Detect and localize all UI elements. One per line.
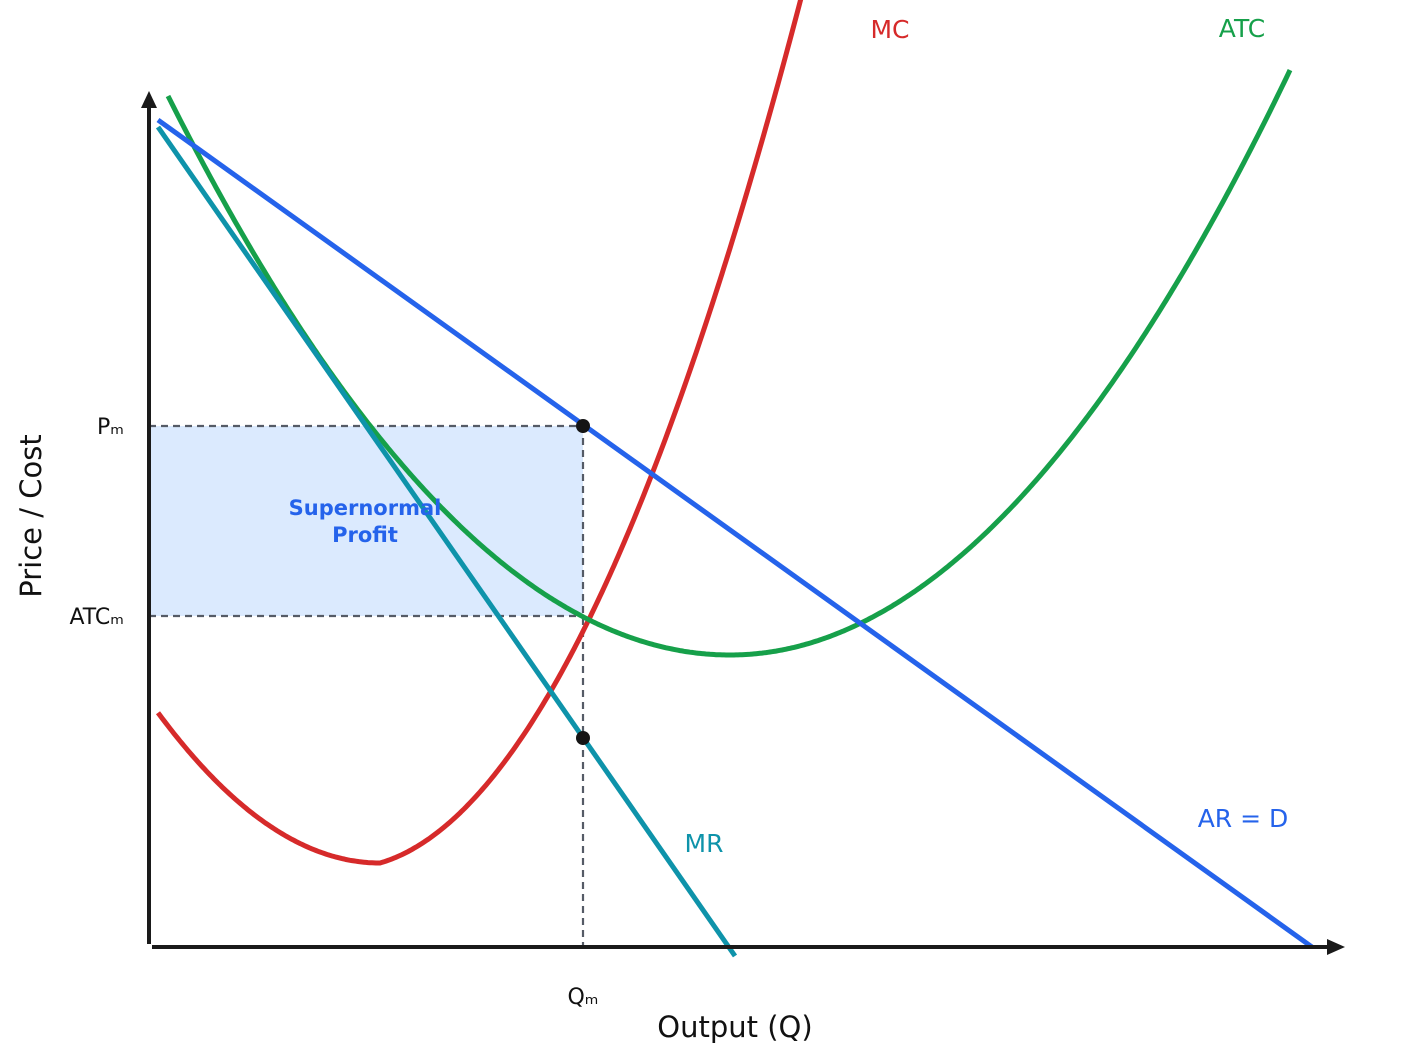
x-axis-arrow xyxy=(1327,939,1345,955)
price-point-marker xyxy=(576,419,590,433)
x-axis-title: Output (Q) xyxy=(657,1010,812,1044)
atc-tick-label: ATCₘ xyxy=(69,605,124,630)
y-axis-title: Price / Cost xyxy=(14,434,48,597)
mc-mr-intersection-marker xyxy=(576,731,590,745)
supernormal-profit-region xyxy=(149,426,583,616)
ar-demand-curve-label: AR = D xyxy=(1198,804,1289,833)
ar-demand-curve xyxy=(156,117,1314,950)
atc-curve-label: ATC xyxy=(1219,14,1265,43)
mr-curve xyxy=(155,125,738,958)
region-label-line1: Supernormal xyxy=(289,496,442,520)
mc-curve xyxy=(155,0,804,866)
y-axis-arrow xyxy=(141,91,157,108)
mc-curve-label: MC xyxy=(870,15,909,44)
quantity-tick-label: Qₘ xyxy=(567,985,598,1010)
region-label-line2: Profit xyxy=(332,523,398,547)
price-tick-label: Pₘ xyxy=(97,415,124,440)
mr-curve-label: MR xyxy=(685,829,724,858)
